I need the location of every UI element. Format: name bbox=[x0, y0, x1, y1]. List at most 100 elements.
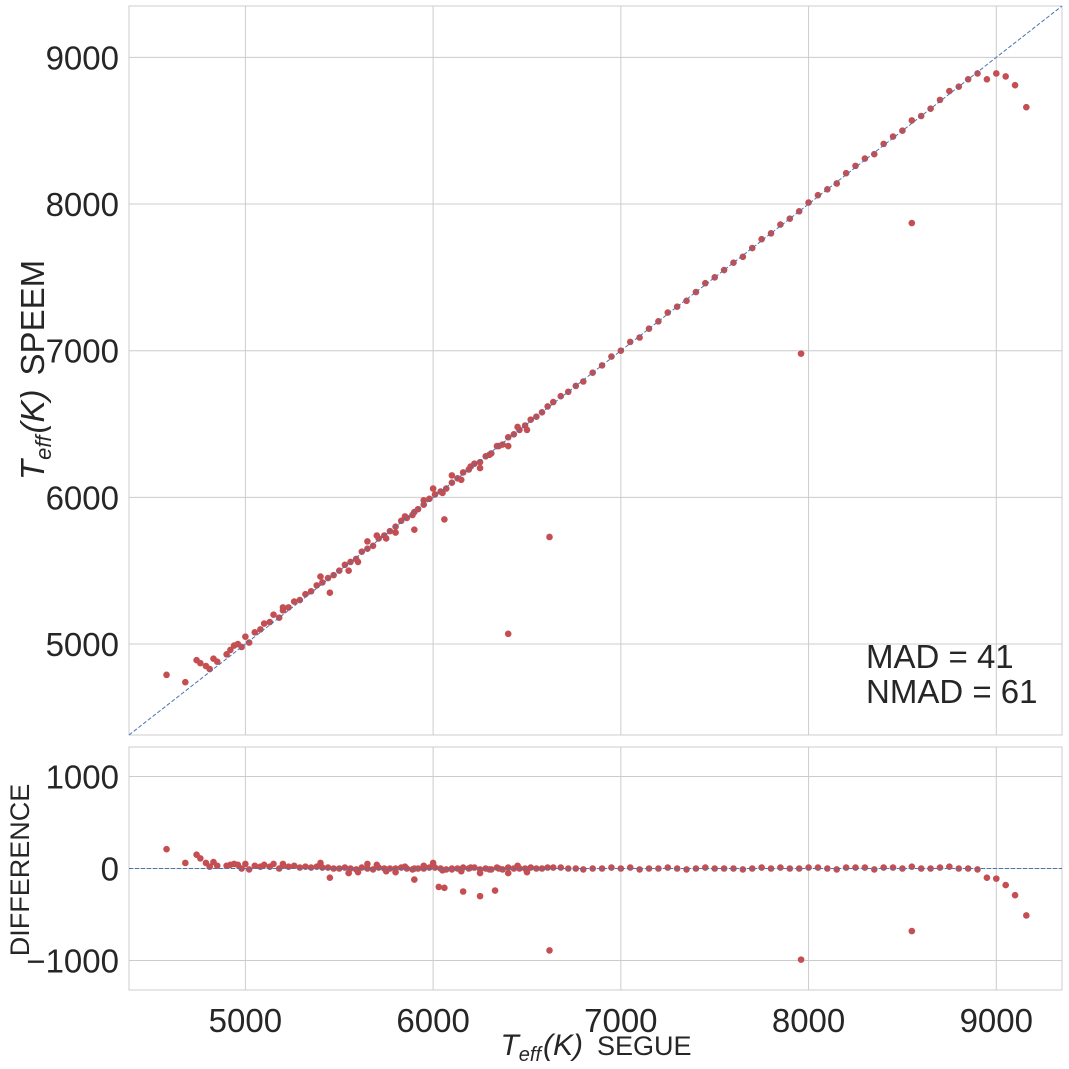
data-point bbox=[341, 864, 349, 871]
data-point bbox=[319, 579, 326, 586]
x-axis-label: Teff(K) SEGUE bbox=[500, 1029, 691, 1066]
data-point bbox=[341, 561, 349, 569]
data-point bbox=[899, 865, 906, 872]
data-point bbox=[467, 463, 474, 470]
residual-tick-labels: 5000 6000 7000 8000 9000 −1000 0 1000 bbox=[26, 758, 1033, 1039]
data-point bbox=[936, 96, 944, 104]
data-point bbox=[457, 867, 465, 875]
data-point bbox=[880, 140, 887, 148]
data-point bbox=[702, 279, 709, 287]
data-point bbox=[260, 620, 268, 627]
data-point bbox=[442, 485, 450, 492]
data-point bbox=[364, 865, 371, 872]
data-point bbox=[748, 865, 756, 872]
data-point bbox=[702, 864, 709, 871]
data-point bbox=[645, 865, 653, 872]
data-point bbox=[251, 862, 259, 870]
main-tick-labels: 5000 6000 7000 8000 9000 bbox=[46, 39, 119, 663]
data-point bbox=[683, 866, 690, 873]
data-point bbox=[758, 235, 765, 243]
data-point bbox=[242, 633, 249, 641]
data-point bbox=[296, 596, 304, 604]
data-point bbox=[504, 869, 512, 877]
data-point bbox=[805, 199, 812, 206]
data-point bbox=[242, 860, 249, 868]
data-point bbox=[476, 464, 484, 472]
main-y-axis-label: Teff(K)SPEEM bbox=[14, 260, 56, 480]
data-point bbox=[514, 862, 521, 870]
data-point bbox=[974, 70, 981, 77]
data-point bbox=[441, 884, 448, 892]
data-point bbox=[459, 888, 467, 895]
data-point bbox=[401, 513, 409, 520]
data-point bbox=[392, 868, 399, 876]
data-point bbox=[411, 526, 418, 533]
data-point bbox=[486, 866, 493, 873]
data-point bbox=[397, 517, 405, 525]
data-point bbox=[285, 604, 292, 611]
data-point bbox=[579, 378, 587, 385]
data-point bbox=[270, 611, 277, 619]
data-point bbox=[579, 866, 587, 873]
data-point bbox=[345, 567, 352, 575]
residual-data-points bbox=[163, 845, 1030, 963]
identity-line bbox=[128, 5, 1063, 736]
y-tick-label: 7000 bbox=[46, 333, 119, 370]
data-point bbox=[467, 864, 474, 871]
data-point bbox=[431, 491, 439, 498]
data-point bbox=[908, 117, 916, 124]
data-point bbox=[326, 589, 334, 597]
data-point bbox=[544, 403, 551, 410]
data-point bbox=[664, 864, 672, 871]
data-point bbox=[313, 582, 321, 589]
data-point bbox=[549, 398, 557, 406]
data-point bbox=[797, 350, 805, 357]
data-point bbox=[270, 860, 277, 868]
data-point bbox=[608, 353, 615, 360]
data-point bbox=[880, 864, 887, 871]
data-point bbox=[636, 866, 643, 873]
data-point bbox=[476, 869, 484, 877]
data-point bbox=[1011, 81, 1019, 89]
data-point bbox=[307, 864, 315, 871]
data-point bbox=[182, 859, 189, 867]
data-point bbox=[870, 150, 878, 158]
data-point bbox=[317, 573, 324, 580]
data-point bbox=[777, 221, 784, 228]
data-point bbox=[777, 864, 784, 871]
data-point bbox=[420, 862, 428, 870]
x-tick-label: 6000 bbox=[396, 1002, 469, 1039]
data-point bbox=[557, 864, 565, 871]
data-point bbox=[626, 864, 634, 871]
data-point bbox=[1023, 912, 1030, 919]
data-point bbox=[664, 309, 672, 316]
data-point bbox=[163, 671, 170, 679]
data-point bbox=[758, 864, 765, 871]
main-reference-line bbox=[128, 5, 1063, 736]
data-point bbox=[426, 495, 433, 503]
data-point bbox=[257, 626, 264, 633]
data-point bbox=[527, 864, 535, 871]
data-point bbox=[260, 861, 268, 869]
data-point bbox=[992, 875, 1000, 882]
data-point bbox=[324, 864, 332, 871]
data-point bbox=[290, 598, 298, 605]
data-point bbox=[504, 630, 512, 638]
data-point bbox=[369, 542, 377, 550]
data-point bbox=[290, 862, 298, 870]
data-point bbox=[861, 864, 869, 871]
data-point bbox=[426, 864, 433, 871]
data-point bbox=[296, 864, 304, 871]
data-point bbox=[538, 865, 546, 872]
data-point bbox=[317, 859, 324, 867]
data-point bbox=[429, 859, 437, 867]
data-point bbox=[546, 947, 553, 954]
data-point bbox=[324, 574, 332, 582]
data-point bbox=[197, 855, 204, 862]
data-point bbox=[861, 155, 869, 162]
data-point bbox=[544, 864, 551, 871]
data-point bbox=[852, 864, 859, 871]
data-point bbox=[626, 338, 634, 346]
data-point bbox=[739, 253, 747, 261]
data-point bbox=[364, 860, 371, 868]
